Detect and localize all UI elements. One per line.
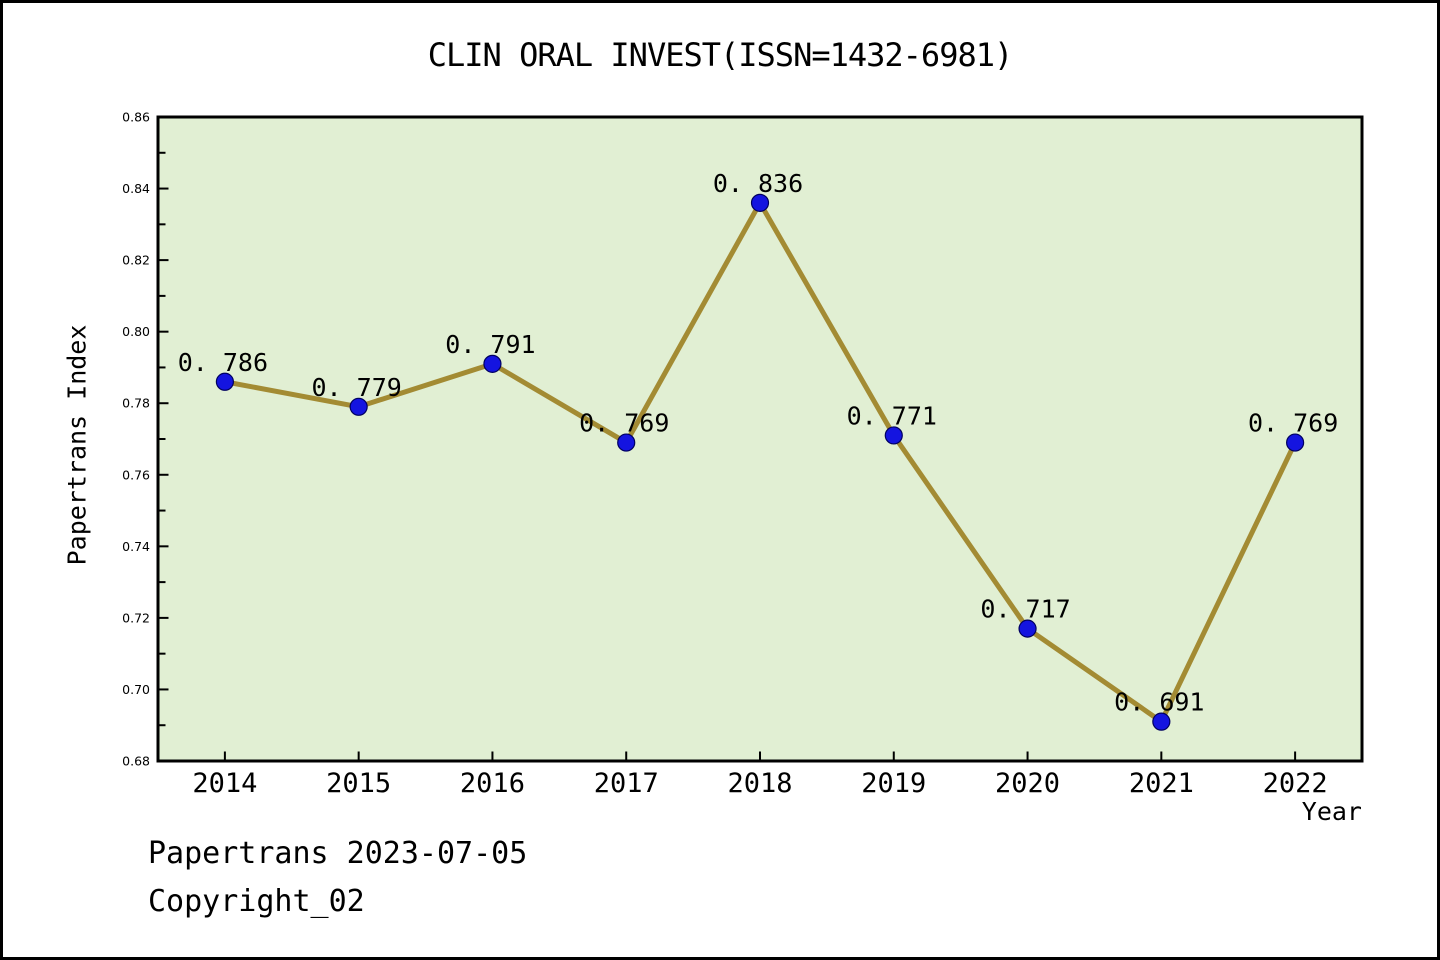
data-point-marker	[750, 193, 770, 212]
y-tick-label: 0.80	[122, 324, 150, 339]
point-value-label: 0. 791	[445, 330, 535, 359]
data-point-marker	[215, 372, 234, 391]
data-point-marker	[1286, 433, 1305, 452]
x-axis-title: Year	[1301, 797, 1362, 826]
x-tick-label: 2020	[995, 768, 1060, 799]
point-value-label: 0. 769	[1248, 409, 1338, 438]
x-tick-label: 2021	[1129, 768, 1194, 799]
plot-frame	[156, 115, 1364, 763]
data-point-marker	[617, 433, 636, 452]
y-tick-label: 0.78	[122, 396, 150, 411]
data-point-marker	[483, 354, 502, 373]
data-point-marker	[1018, 619, 1037, 638]
x-tick-label: 2016	[460, 768, 525, 799]
data-point-marker	[1152, 712, 1171, 731]
x-tick-label: 2014	[192, 768, 257, 799]
data-point-marker	[884, 426, 903, 445]
y-tick-label: 0.74	[122, 539, 150, 554]
x-tick-label: 2017	[594, 768, 659, 799]
point-value-label: 0. 786	[178, 348, 268, 377]
x-tick-label: 2018	[727, 768, 792, 799]
y-tick-label: 0.82	[122, 253, 150, 268]
data-point-marker	[349, 397, 368, 416]
x-tick-label: 2015	[326, 768, 391, 799]
plot-area	[158, 117, 1362, 761]
point-value-label: 0. 779	[312, 373, 402, 402]
footer-source-date: Papertrans 2023-07-05	[148, 836, 528, 871]
point-value-label: 0. 691	[1114, 688, 1204, 717]
y-tick-label: 0.68	[122, 754, 150, 769]
y-tick-label: 0.86	[122, 110, 150, 125]
point-value-label: 0. 717	[980, 595, 1070, 624]
x-tick-label: 2022	[1263, 768, 1328, 799]
point-value-label: 0. 771	[847, 401, 937, 430]
y-tick-label: 0.76	[122, 467, 150, 482]
x-tick-label: 2019	[861, 768, 926, 799]
y-tick-label: 0.84	[122, 181, 150, 196]
point-value-label: 0. 836	[713, 169, 803, 198]
y-axis-title: Papertrans Index	[62, 324, 92, 566]
point-value-label: 0. 769	[579, 409, 669, 438]
footer-copyright: Copyright_02	[148, 884, 365, 919]
chart-title: CLIN ORAL INVEST(ISSN=1432-6981)	[427, 36, 1014, 74]
y-tick-label: 0.70	[122, 682, 150, 697]
y-tick-label: 0.72	[122, 610, 150, 625]
